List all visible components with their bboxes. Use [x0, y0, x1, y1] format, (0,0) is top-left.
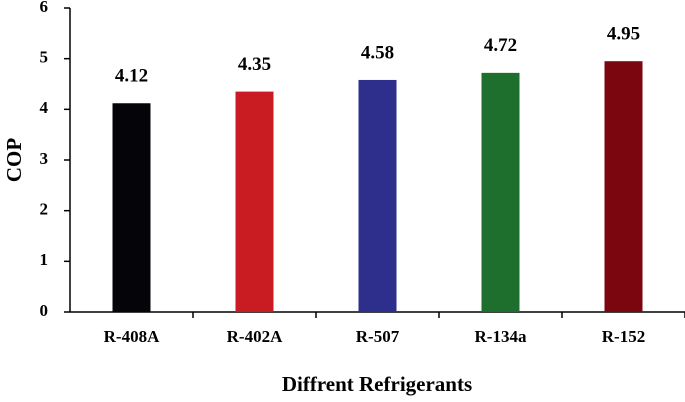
x-axis-title: Diffrent Refrigerants — [282, 372, 472, 396]
bar — [481, 72, 520, 312]
bar — [604, 61, 643, 313]
x-tick-label: R-152 — [602, 327, 645, 346]
x-tick-label: R-402A — [227, 327, 283, 346]
data-label: 4.72 — [484, 35, 517, 56]
x-tick-label: R-134a — [475, 327, 527, 346]
y-tick-label: 3 — [40, 149, 49, 168]
bar — [358, 79, 397, 313]
bar — [235, 91, 274, 312]
y-tick-label: 0 — [40, 301, 49, 320]
data-label: 4.95 — [607, 24, 640, 45]
data-label: 4.12 — [115, 66, 148, 87]
data-label: 4.58 — [361, 42, 394, 63]
x-tick-label: R-507 — [356, 327, 400, 346]
x-tick-label: R-408A — [104, 327, 160, 346]
y-tick-label: 1 — [40, 250, 49, 269]
bar — [112, 103, 151, 313]
y-tick-label: 6 — [40, 0, 49, 16]
y-tick-label: 5 — [40, 48, 49, 67]
y-tick-label: 2 — [40, 200, 49, 219]
y-tick-label: 4 — [40, 98, 49, 117]
y-axis-title: COP — [2, 138, 26, 183]
data-label: 4.35 — [238, 54, 271, 75]
